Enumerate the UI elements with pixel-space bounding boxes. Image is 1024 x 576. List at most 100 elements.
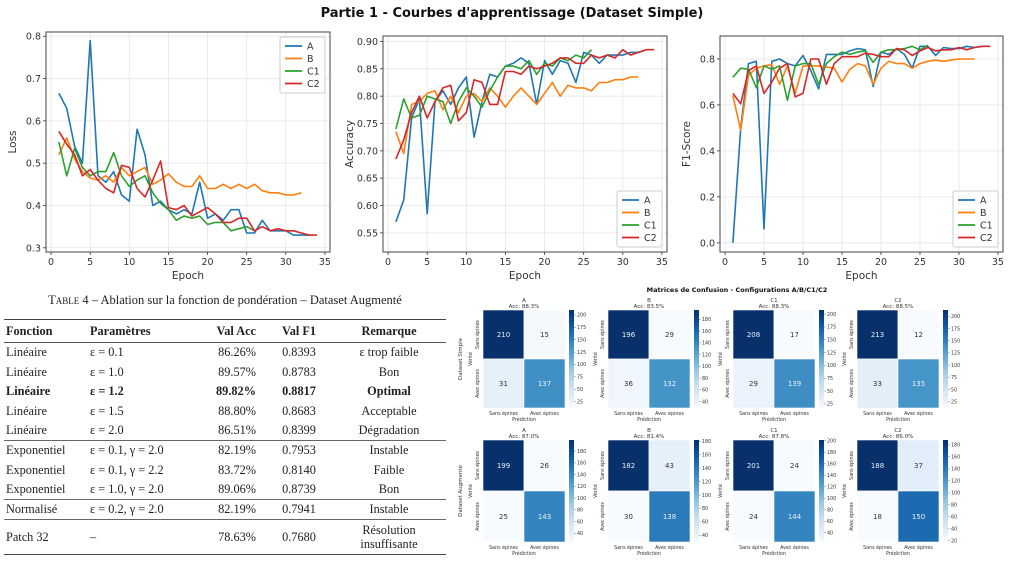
cell-remarque: Optimal — [367, 384, 411, 399]
colorbar-tick-label: 25 — [827, 402, 833, 408]
x-tick-label: 10 — [797, 257, 809, 268]
cell-fonction: Patch 32 — [4, 519, 88, 556]
matrix-cell-value: 18 — [873, 513, 882, 521]
colorbar-tick-label: 120 — [827, 484, 836, 490]
colorbar-tick-label: 160 — [702, 329, 711, 335]
matrix-cell — [523, 358, 566, 409]
x-tick-label: 10 — [123, 257, 135, 268]
table-caption-prefix: Table 4 — [48, 293, 89, 307]
colorbar-tick-label: 80 — [951, 503, 957, 509]
matrix-cell-value: 213 — [871, 331, 884, 339]
colorbar — [694, 310, 699, 408]
matrix-cell-value: 210 — [497, 331, 510, 339]
x-tick-label: Sans épines — [614, 544, 643, 551]
x-axis-label: Prédiction — [886, 416, 910, 423]
cell-parametres: ε = 1.0, γ = 2.0 — [90, 482, 164, 497]
colorbar-tick-label: 100 — [702, 493, 711, 499]
y-tick-label: 0.55 — [357, 228, 378, 239]
matrix-cell — [648, 439, 691, 492]
y-tick-label: 0.7 — [26, 74, 41, 85]
x-tick-label: 30 — [280, 257, 292, 268]
colorbar-tick-label: 60 — [577, 519, 583, 525]
colorbar-tick-label: 125 — [827, 350, 836, 356]
confusion-title: Matrices de Confusion - Configurations A… — [647, 286, 828, 294]
matrix-cell-value: 143 — [538, 513, 551, 521]
matrix-cell-value: 29 — [665, 331, 674, 339]
matrix-title: B — [647, 298, 651, 304]
x-tick-label: 10 — [460, 257, 472, 268]
y-tick-label: 0.90 — [357, 37, 378, 48]
table-caption: Table 4 – Ablation sur la fonction de po… — [4, 293, 446, 308]
x-tick-label: 35 — [656, 257, 668, 268]
cell-val-f1: 0.8783 — [282, 364, 316, 379]
matrix-cell-value: 26 — [540, 462, 549, 470]
x-tick-label: Sans épines — [489, 410, 518, 417]
cell-val-f1: 0.7941 — [266, 498, 332, 520]
cell-parametres: ε = 0.1, γ = 2.0 — [88, 439, 192, 461]
colorbar-tick-label: 25 — [951, 399, 957, 405]
cell-parametres: ε = 1.5 — [90, 403, 124, 418]
line-chart-loss: 0 5 10 15 20 25 30 35 0.3 0.4 0.5 0.6 0.7 0.8 Epoch Los… — [7, 31, 331, 282]
x-tick-label: 25 — [241, 257, 253, 268]
legend-label: B — [644, 208, 651, 219]
matrix-cell — [897, 490, 940, 543]
series-line-b — [395, 76, 639, 155]
colorbar-tick-label: 100 — [702, 364, 711, 370]
matrix-cell — [856, 358, 899, 409]
cell-val-acc: 89.06% — [218, 482, 256, 497]
colorbar — [943, 310, 948, 408]
cell-remarque: Instable — [332, 498, 446, 520]
matrix-cell — [648, 358, 691, 409]
legend-label: A — [980, 196, 987, 207]
matrix-cell — [607, 358, 650, 409]
matrix-cell-value: 196 — [622, 331, 636, 339]
x-tick-label: 20 — [202, 257, 214, 268]
ablation-table-block: Table 4 – Ablation sur la fonction de po… — [4, 293, 446, 556]
y-tick-label: Sans épines — [724, 320, 731, 349]
colorbar-tick-label: 40 — [702, 533, 708, 539]
matrix-cell — [897, 358, 940, 409]
colorbar-tick-label: 75 — [577, 375, 583, 381]
header-fonction: Fonction — [4, 319, 88, 343]
legend-box — [952, 190, 999, 248]
x-tick-label: 5 — [424, 257, 430, 268]
legend-label: B — [307, 54, 314, 65]
series-line-c2 — [395, 48, 655, 160]
matrix-title: C2 — [894, 298, 901, 304]
colorbar-tick-label: 100 — [827, 496, 836, 502]
y-tick-label: Avec épines — [599, 369, 606, 398]
matrix-cell-value: 29 — [749, 380, 758, 388]
colorbar-tick-label: 200 — [827, 312, 836, 318]
matrix-cell-value: 24 — [749, 513, 758, 521]
x-tick-label: Avec épines — [904, 410, 933, 417]
cell-parametres: ε = 1.0 — [90, 364, 124, 379]
colorbar-tick-label: 50 — [577, 387, 583, 393]
y-tick-label: Avec épines — [474, 369, 481, 398]
y-axis-label: Vérité — [841, 484, 848, 498]
table-row: Patch 32–78.63% 0.7680 Résolution insuffis… — [4, 519, 446, 556]
matrix-cell — [607, 439, 650, 492]
y-axis-label: Vérité — [717, 352, 724, 366]
x-tick-label: 15 — [499, 257, 511, 268]
matrix-cell — [773, 490, 816, 543]
y-tick-label: 0.8 — [700, 54, 715, 65]
x-axis-label: Prédiction — [762, 550, 786, 557]
x-axis-label: Prédiction — [637, 416, 661, 423]
x-tick-label: 25 — [914, 257, 926, 268]
cell-parametres: ε = 0.2, γ = 2.0 — [88, 498, 192, 520]
colorbar-tick-label: 160 — [577, 461, 586, 467]
x-axis-label: Epoch — [172, 270, 204, 282]
cell-remarque: Faible — [373, 462, 405, 477]
colorbar-tick-label: 200 — [951, 314, 960, 320]
colorbar-tick-label: 120 — [577, 484, 586, 490]
cell-val-f1: 0.8399 — [282, 422, 316, 437]
colorbar-tick-label: 40 — [827, 531, 833, 537]
plot-frame — [719, 35, 1004, 253]
x-tick-label: Sans épines — [489, 544, 518, 551]
x-tick-label: 20 — [539, 257, 551, 268]
colorbar-tick-label: 180 — [702, 317, 711, 323]
colorbar-tick-label: 75 — [827, 376, 833, 382]
colorbar-tick-label: 60 — [702, 520, 708, 526]
